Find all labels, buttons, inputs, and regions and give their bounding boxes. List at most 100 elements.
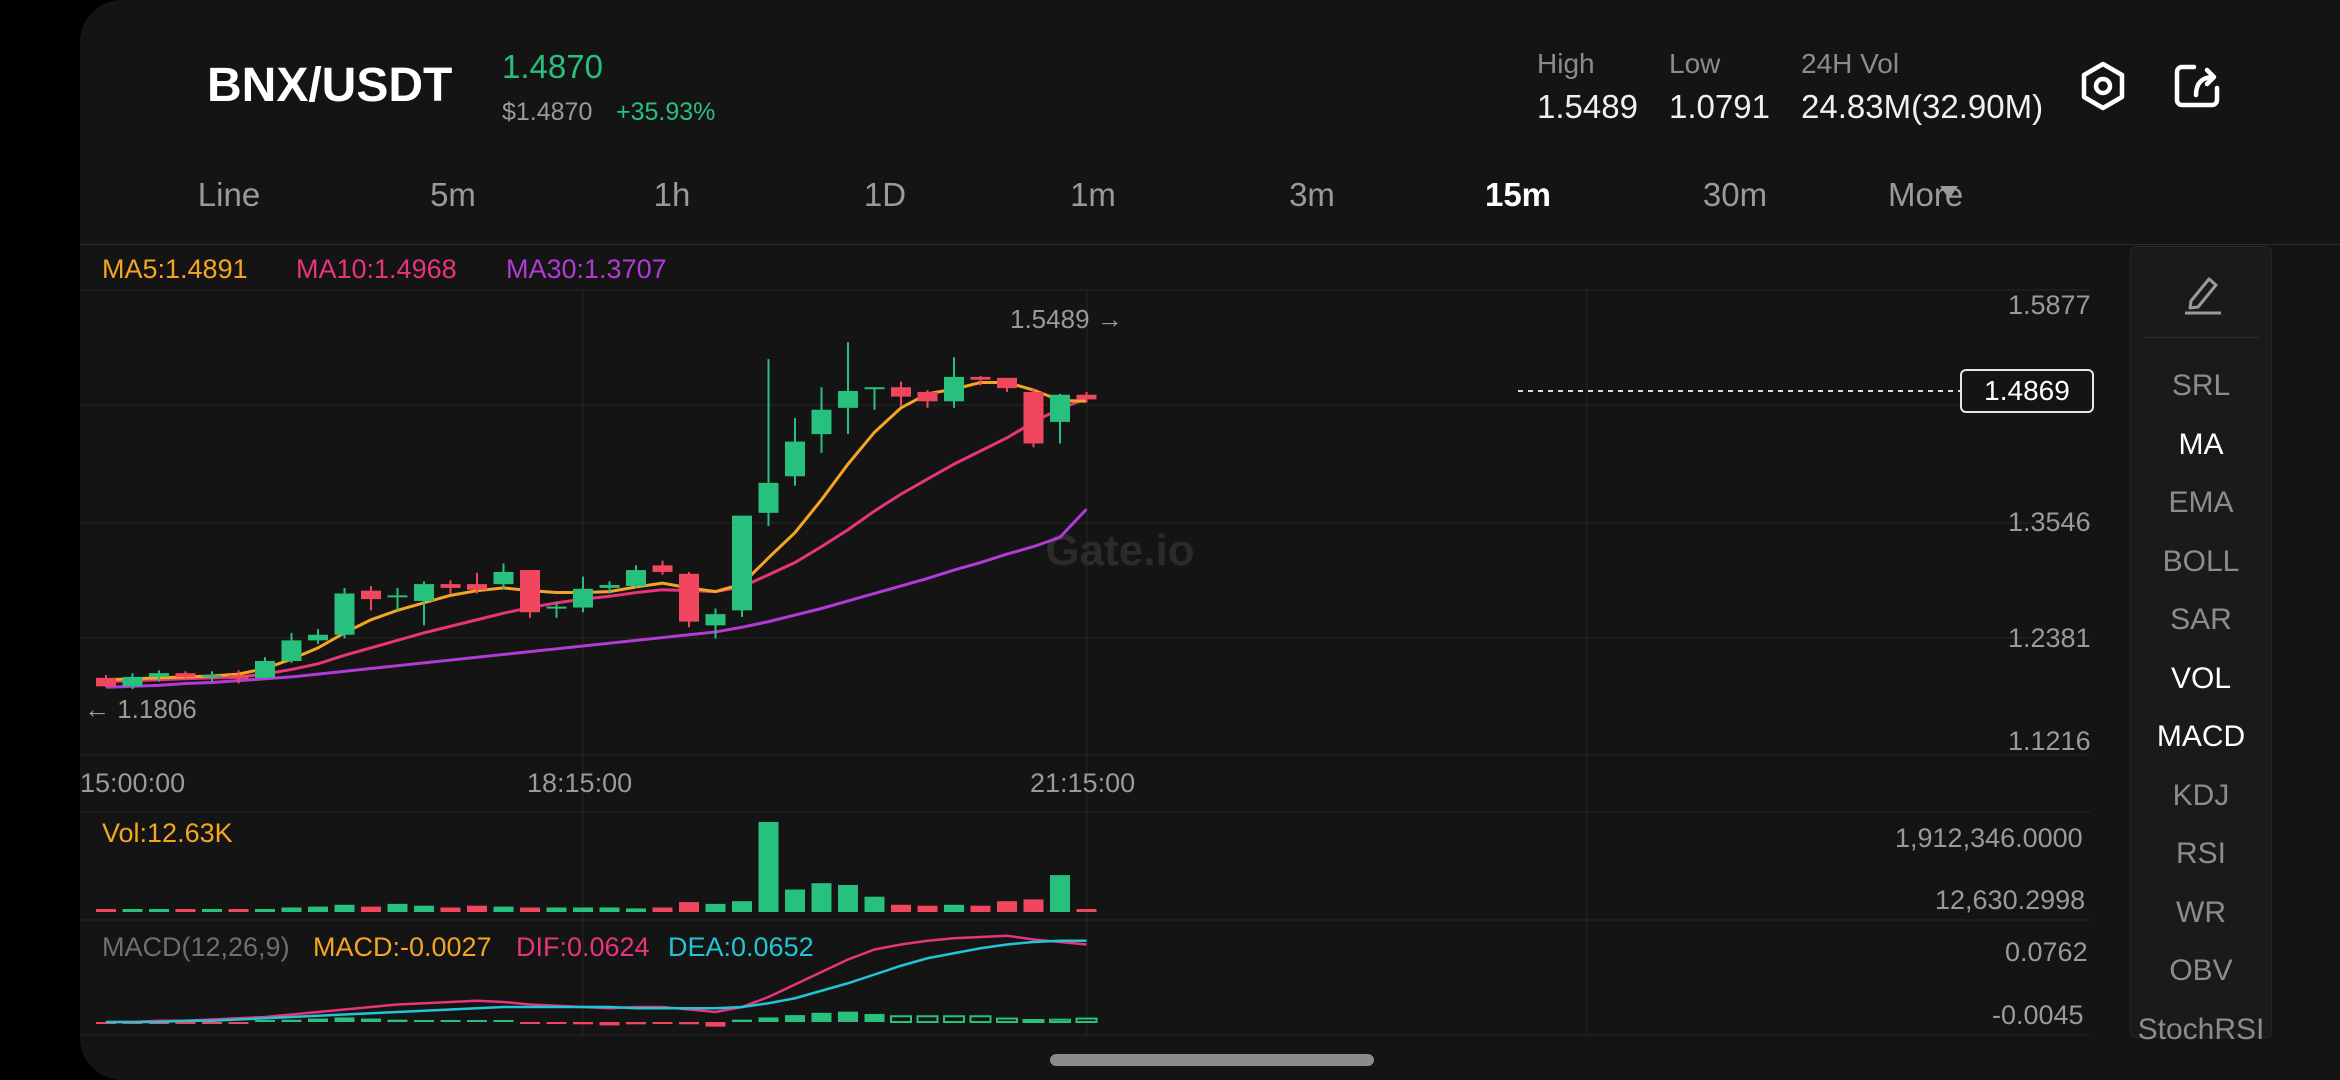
chevron-down-icon[interactable] <box>1940 186 1958 205</box>
tab-1d[interactable]: 1D <box>863 176 907 213</box>
candle-body <box>255 660 275 678</box>
tab-1m[interactable]: 1m <box>1070 176 1116 213</box>
macd-bar <box>308 1018 328 1022</box>
time-axis-label: 18:15:00 <box>527 768 633 798</box>
low-value: 1.0791 <box>1669 88 1770 125</box>
settings-hexagon-icon[interactable] <box>2073 56 2133 116</box>
indicator-obv[interactable]: OBV <box>2169 954 2233 987</box>
price-axis-label: 1.3546 <box>2008 507 2091 537</box>
macd-bar <box>864 1013 885 1022</box>
macd-bar <box>732 1019 752 1022</box>
indicator-vol[interactable]: VOL <box>2170 661 2232 695</box>
volume-bar <box>149 909 169 912</box>
indicator-stochrsi[interactable]: StochRSI <box>2137 1012 2265 1046</box>
candle-body <box>811 409 832 435</box>
macd-bar <box>1049 1018 1071 1024</box>
indicator-wr[interactable]: WR <box>2176 895 2226 929</box>
macd-bar <box>996 1017 1018 1023</box>
high-label: High <box>1537 48 1595 79</box>
volume-bar <box>626 908 646 912</box>
share-icon[interactable] <box>2167 56 2227 116</box>
volume-bar <box>811 883 832 912</box>
volume-bar <box>414 905 434 912</box>
macd-bar <box>175 1022 196 1024</box>
price-axis-label: 1.2381 <box>2008 623 2091 653</box>
volume-legend: Vol:12.63K <box>102 818 233 848</box>
divider <box>80 244 2340 245</box>
macd-bar <box>493 1020 514 1022</box>
macd-bar <box>1022 1019 1045 1023</box>
candle-body <box>520 570 540 613</box>
volume-bar <box>705 903 726 912</box>
candle-body <box>149 673 169 677</box>
indicator-kdj[interactable]: KDJ <box>2172 778 2230 812</box>
candle-body <box>546 606 567 609</box>
macd-axis-bottom: -0.0045 <box>1992 1000 2084 1030</box>
volume-bar <box>122 909 143 912</box>
volume-bar <box>202 909 222 912</box>
tab-15m[interactable]: 15m <box>1484 176 1552 213</box>
volume-bar <box>1023 899 1044 912</box>
volume-bar <box>1076 909 1097 912</box>
volume-bar <box>838 885 858 912</box>
volume-bar <box>758 822 779 912</box>
home-indicator[interactable] <box>1050 1054 1374 1066</box>
fiat-price: $1.4870 <box>502 98 593 126</box>
volume-bar <box>255 909 275 912</box>
current-price-tag: 1.4869 <box>1960 369 2094 413</box>
candle-body <box>228 675 249 679</box>
candle-body <box>970 376 991 380</box>
tab-5m[interactable]: 5m <box>430 176 476 213</box>
candle-body <box>864 387 885 390</box>
indicator-ma[interactable]: MA <box>2178 427 2224 461</box>
indicator-macd[interactable]: MACD <box>2156 720 2246 753</box>
tab-30m[interactable]: 30m <box>1702 176 1768 213</box>
candle-body <box>891 387 911 397</box>
vol-label: 24H Vol <box>1801 48 1900 79</box>
volume-bar <box>546 907 567 912</box>
macd-axis-top: 0.0762 <box>2005 937 2088 967</box>
macd-bar <box>414 1020 434 1022</box>
tab-line[interactable]: Line <box>197 176 261 213</box>
indicator-boll[interactable]: BOLL <box>2162 544 2240 578</box>
volume-bar <box>679 902 699 912</box>
macd-bar <box>916 1015 939 1023</box>
macd-bar <box>705 1022 726 1027</box>
volume-bar <box>308 906 328 912</box>
macd-bar <box>334 1017 355 1022</box>
candle-body <box>96 677 116 687</box>
high-marker: 1.5489 → <box>1010 304 1123 334</box>
volume-bar <box>281 907 302 912</box>
candle-body <box>175 673 196 677</box>
macd-bar <box>599 1022 620 1026</box>
candle-body <box>573 588 593 608</box>
indicator-ema[interactable]: EMA <box>2168 486 2234 519</box>
indicator-rsi[interactable]: RSI <box>2175 837 2226 870</box>
ma30-line <box>105 508 1088 689</box>
dea-value: DEA:0.0652 <box>668 932 814 962</box>
volume-bar <box>1050 875 1070 912</box>
indicator-srl[interactable]: SRL <box>2171 369 2231 402</box>
ma10-legend: MA10:1.4968 <box>296 254 457 284</box>
candle-body <box>652 565 673 572</box>
candle-body <box>838 390 858 408</box>
macd-bar <box>361 1018 381 1022</box>
tab-3m[interactable]: 3m <box>1289 176 1335 213</box>
macd-bar <box>785 1015 805 1022</box>
trading-screen: BNX/USDT 1.4870 $1.4870 +35.93% High 1.5… <box>80 0 2340 1080</box>
candle-body <box>997 377 1017 389</box>
time-axis-label: 15:00:00 <box>80 768 186 798</box>
time-axis-label: 21:15:00 <box>1030 768 1136 798</box>
indicator-sar[interactable]: SAR <box>2170 603 2232 636</box>
macd-value: MACD:-0.0027 <box>313 932 492 962</box>
volume-bar <box>467 905 487 912</box>
ma30-legend: MA30:1.3707 <box>506 254 667 284</box>
candlestick-chart[interactable]: Gate.io 1.5489 → ← 1.1806 <box>80 0 2100 1040</box>
tab-1h[interactable]: 1h <box>653 176 691 213</box>
macd-bar <box>838 1011 858 1022</box>
macd-title: MACD(12,26,9) <box>102 932 290 962</box>
candle-body <box>308 634 328 641</box>
volume-bar <box>997 901 1017 912</box>
draw-pencil-icon[interactable] <box>2181 271 2225 320</box>
ma10-line <box>105 397 1088 684</box>
